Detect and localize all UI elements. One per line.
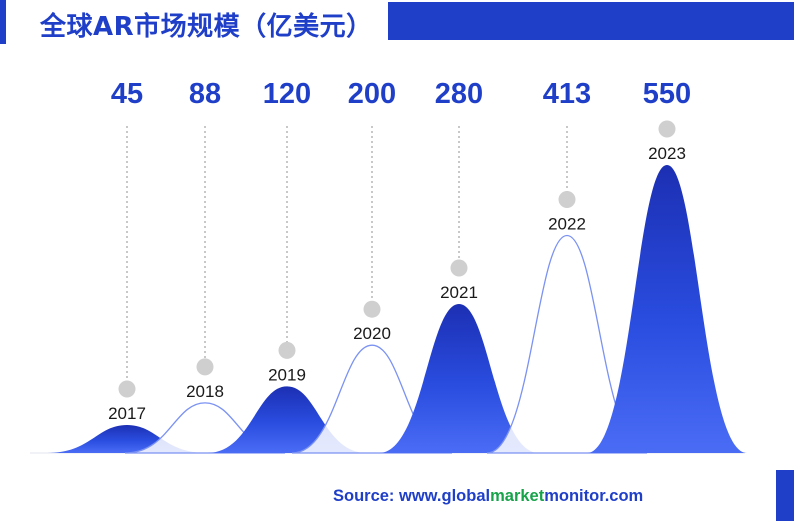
bottom-accent-bar — [776, 470, 794, 521]
connector-dot-2019 — [278, 341, 296, 359]
header-decoration-bar — [388, 2, 794, 40]
year-label-2018: 2018 — [186, 382, 224, 401]
year-label-2022: 2022 — [548, 215, 586, 234]
year-label-2019: 2019 — [268, 365, 306, 384]
value-label-2023: 550 — [643, 78, 691, 110]
connector-dot-2023 — [658, 120, 676, 138]
value-label-2021: 280 — [435, 78, 483, 110]
source-suffix: .com — [604, 487, 644, 505]
source-market: market — [490, 487, 545, 505]
value-label-2017: 45 — [111, 78, 143, 110]
source-monitor: monitor — [544, 487, 605, 505]
source-text: Source: www.globalmarketmonitor.com — [333, 487, 643, 506]
connector-dot-2017 — [118, 380, 136, 398]
year-label-2017: 2017 — [108, 404, 146, 423]
year-label-2020: 2020 — [353, 324, 391, 343]
left-accent-bar — [0, 0, 6, 44]
value-label-2019: 120 — [263, 78, 311, 110]
source-prefix: Source: www. — [333, 487, 442, 505]
source-global: global — [441, 487, 491, 505]
value-label-2018: 88 — [189, 78, 221, 110]
connector-dot-2020 — [363, 300, 381, 318]
value-label-2022: 413 — [543, 78, 591, 110]
connector-dot-2022 — [558, 191, 576, 209]
page-title: 全球AR市场规模（亿美元） — [40, 12, 373, 42]
connector-dot-2018 — [196, 358, 214, 376]
connector-dot-2021 — [450, 259, 468, 277]
year-label-2023: 2023 — [648, 144, 686, 163]
peak-2021 — [379, 304, 539, 453]
peak-2023 — [587, 165, 747, 453]
year-label-2021: 2021 — [440, 283, 478, 302]
value-label-2020: 200 — [348, 78, 396, 110]
